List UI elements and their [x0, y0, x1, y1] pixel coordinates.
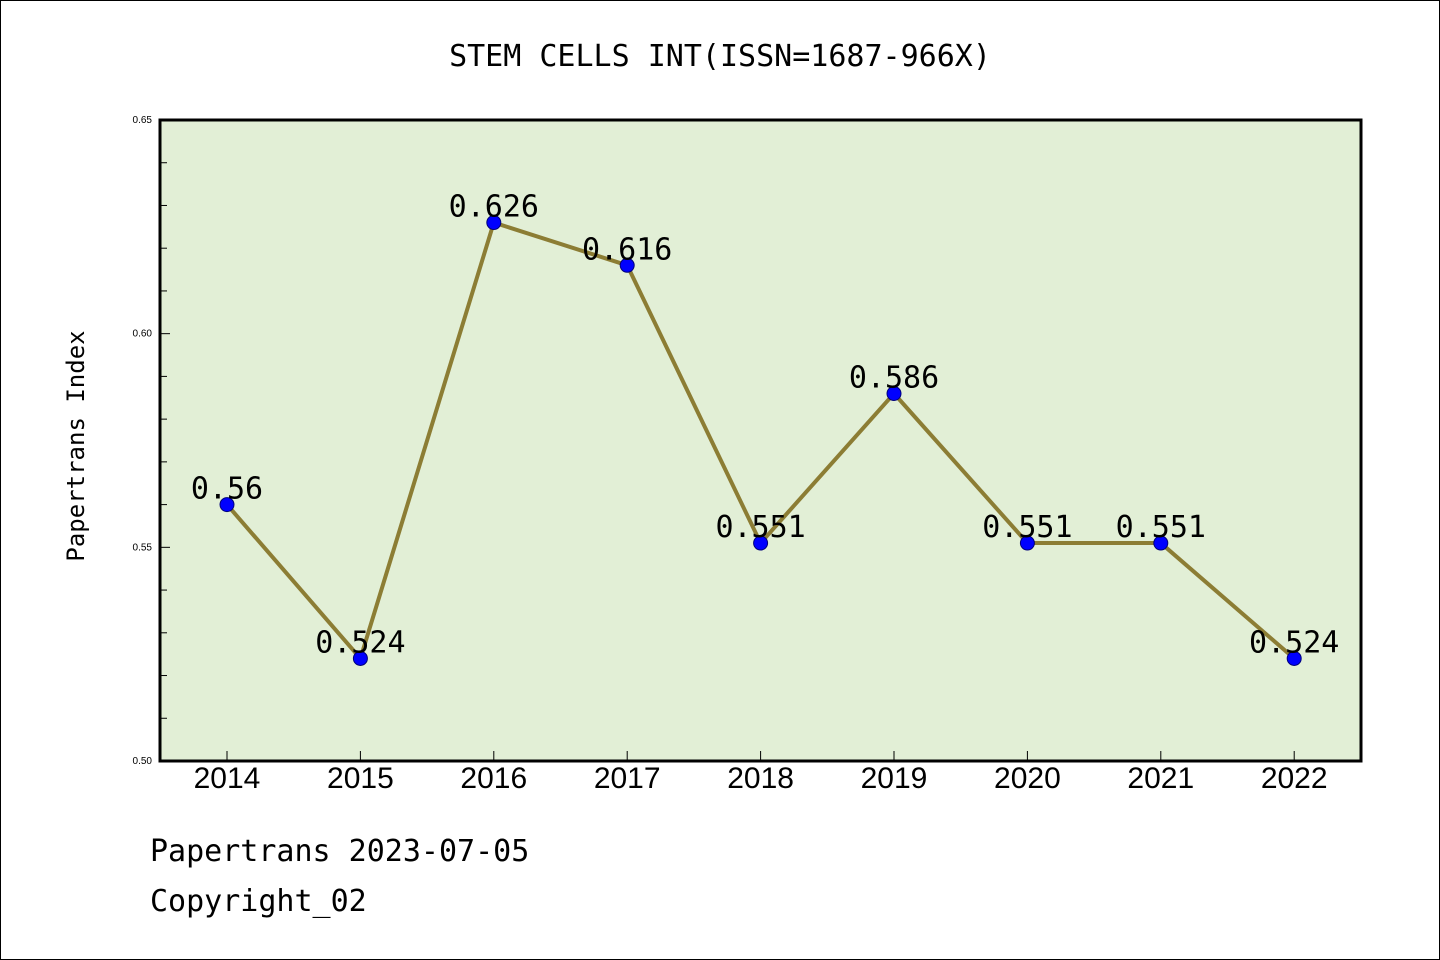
- x-tick-label: 2015: [327, 762, 394, 795]
- data-label: 0.551: [1116, 510, 1206, 545]
- x-tick-label: 2016: [460, 762, 527, 795]
- x-axis: 2014 2015 2016 2017 2018 2019 2020 2021 2022: [194, 751, 1328, 795]
- data-point: [1153, 535, 1169, 551]
- data-point: [219, 497, 235, 513]
- data-label: 0.524: [315, 625, 405, 660]
- plot-border: [158, 118, 1363, 763]
- x-tick-label: 2017: [594, 762, 661, 795]
- data-point: [1286, 650, 1302, 666]
- plot-area: [160, 120, 1361, 761]
- x-tick-label: 2020: [994, 762, 1061, 795]
- data-point: [1019, 535, 1035, 551]
- y-tick-label: 0.65: [133, 115, 153, 126]
- data-point: [753, 535, 769, 551]
- series-layer: 0.56 0.524 0.626 0.616 0.551 0.586 0.551 0.551 0…: [191, 190, 1339, 666]
- x-tick-label: 2018: [727, 762, 794, 795]
- data-point: [352, 650, 368, 666]
- data-point: [619, 257, 635, 273]
- data-label: 0.586: [849, 360, 939, 395]
- chart-title: STEM CELLS INT(ISSN=1687-966X): [449, 39, 991, 74]
- footer-copyright: Copyright_02: [150, 884, 367, 919]
- x-tick-label: 2014: [194, 762, 261, 795]
- data-label: 0.524: [1249, 625, 1339, 660]
- y-axis-label: Papertrans Index: [62, 330, 90, 561]
- data-label: 0.551: [715, 510, 805, 545]
- data-label: 0.551: [982, 510, 1072, 545]
- data-label: 0.56: [191, 472, 263, 507]
- x-tick-label: 2021: [1127, 762, 1194, 795]
- x-tick-label: 2019: [861, 762, 928, 795]
- y-tick-label: 0.50: [133, 756, 153, 767]
- x-tick-label: 2022: [1261, 762, 1328, 795]
- y-tick-label: 0.55: [133, 542, 153, 553]
- data-label: 0.616: [582, 232, 672, 267]
- data-point: [486, 215, 502, 231]
- data-point: [886, 385, 902, 401]
- y-tick-label: 0.60: [133, 329, 153, 340]
- data-label: 0.626: [449, 190, 539, 225]
- footer-source: Papertrans 2023-07-05: [150, 834, 530, 869]
